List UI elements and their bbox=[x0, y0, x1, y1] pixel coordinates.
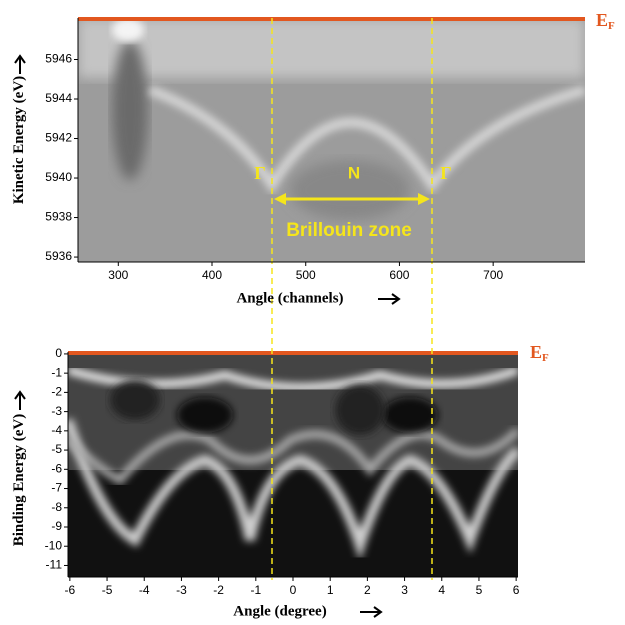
x-tick-label: 600 bbox=[389, 268, 409, 282]
axis-arrow bbox=[15, 392, 25, 410]
y-tick-label: -10 bbox=[45, 538, 63, 552]
y-axis-title: Binding Energy (eV) bbox=[11, 414, 27, 547]
y-tick-label: -7 bbox=[51, 481, 62, 495]
x-tick-label: -2 bbox=[213, 583, 224, 597]
x-tick-label: 2 bbox=[364, 583, 371, 597]
fermi-line bbox=[68, 351, 518, 355]
x-tick-label: -5 bbox=[102, 583, 113, 597]
gamma-label: Γ bbox=[440, 163, 451, 183]
bottom-image bbox=[68, 352, 518, 577]
x-tick-label: 700 bbox=[483, 268, 503, 282]
x-axis-title: Angle (channels) bbox=[236, 290, 343, 306]
axis-arrow bbox=[360, 607, 381, 617]
x-tick-label: 4 bbox=[438, 583, 445, 597]
axis-arrow bbox=[378, 294, 399, 304]
y-axis-title: Kinetic Energy (eV) bbox=[11, 76, 27, 204]
y-tick-label: -2 bbox=[51, 385, 62, 399]
x-tick-label: 300 bbox=[108, 268, 128, 282]
y-tick-label: 5946 bbox=[45, 52, 72, 66]
n-label: N bbox=[348, 163, 360, 182]
gamma-label: Γ bbox=[254, 163, 265, 183]
y-tick-label: 5938 bbox=[45, 210, 72, 224]
y-tick-label: 5944 bbox=[45, 91, 72, 105]
x-tick-label: -3 bbox=[176, 583, 187, 597]
y-tick-label: -1 bbox=[51, 365, 62, 379]
y-tick-label: 5936 bbox=[45, 249, 72, 263]
y-tick-label: -5 bbox=[51, 442, 62, 456]
y-tick-label: 5942 bbox=[45, 131, 72, 145]
y-tick-label: -8 bbox=[51, 500, 62, 514]
y-tick-label: -4 bbox=[51, 423, 62, 437]
y-tick-label: -11 bbox=[46, 558, 63, 572]
figure: Γ N Γ Brillouin zone EF EF Kinetic Energ… bbox=[0, 0, 625, 625]
x-tick-label: -4 bbox=[139, 583, 150, 597]
x-tick-label: -1 bbox=[250, 583, 261, 597]
x-tick-label: 0 bbox=[290, 583, 297, 597]
x-tick-label: 500 bbox=[296, 268, 316, 282]
fermi-line bbox=[78, 17, 585, 21]
y-tick-label: 0 bbox=[55, 346, 62, 360]
y-tick-label: -6 bbox=[51, 461, 62, 475]
fermi-label: EF bbox=[596, 10, 615, 31]
y-tick-label: -9 bbox=[51, 519, 62, 533]
x-tick-label: 6 bbox=[513, 583, 520, 597]
x-tick-label: 5 bbox=[476, 583, 483, 597]
zone-label: Brillouin zone bbox=[286, 220, 412, 241]
x-tick-label: 1 bbox=[327, 583, 334, 597]
fermi-label: EF bbox=[530, 342, 549, 363]
x-tick-label: 400 bbox=[202, 268, 222, 282]
y-tick-label: -3 bbox=[51, 404, 62, 418]
x-tick-label: -6 bbox=[65, 583, 76, 597]
axis-arrow bbox=[15, 56, 25, 74]
y-tick-label: 5940 bbox=[45, 170, 72, 184]
x-tick-label: 3 bbox=[401, 583, 408, 597]
x-axis-title: Angle (degree) bbox=[233, 603, 326, 619]
